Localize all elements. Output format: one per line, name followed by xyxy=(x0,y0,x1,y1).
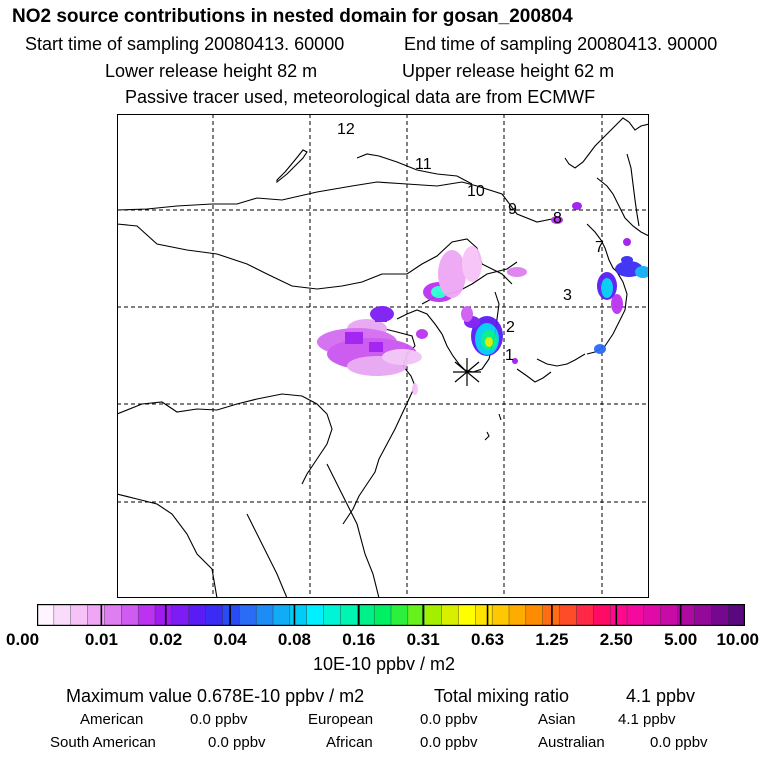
region-value: 4.1 ppbv xyxy=(618,711,676,728)
colorbar-tick-label: 2.50 xyxy=(599,630,633,649)
colorbar-cell xyxy=(626,604,645,626)
colorbar-tick-label: 0.00 xyxy=(6,630,40,649)
trajectory-label: 1 xyxy=(505,347,514,364)
colorbar-cell xyxy=(87,604,106,626)
region-value: 0.0 ppbv xyxy=(420,711,478,728)
region-value: 0.0 ppbv xyxy=(420,734,478,751)
end-time: End time of sampling 20080413. 90000 xyxy=(404,34,718,54)
colorbar-cell xyxy=(272,604,291,626)
trajectory-label: 7 xyxy=(595,239,604,256)
colorbar-cell xyxy=(37,604,55,626)
colorbar-tick-label: 5.00 xyxy=(664,630,698,649)
region-label: European xyxy=(308,711,374,728)
trajectory-label: 9 xyxy=(508,201,517,218)
trajectory-label: 8 xyxy=(553,210,562,227)
colorbar-cell xyxy=(609,604,628,626)
total-mixing-value: 4.1 ppbv xyxy=(626,686,696,706)
map-title: NO2 source contributions in nested domai… xyxy=(12,6,573,27)
colorbar-cell xyxy=(458,604,476,626)
colorbar-cell xyxy=(104,604,122,626)
colorbar-cell xyxy=(727,604,745,626)
region-label: South American xyxy=(50,734,156,751)
colorbar-tick-label: 0.31 xyxy=(406,630,440,649)
region-value: 0.0 ppbv xyxy=(208,734,266,751)
colorbar-cell xyxy=(559,604,578,626)
region-label: Australian xyxy=(538,734,605,751)
colorbar-cell xyxy=(390,604,409,626)
upper-release-height: Upper release height 62 m xyxy=(402,61,615,81)
colorbar-cell xyxy=(121,604,139,626)
colorbar-cell xyxy=(525,604,544,626)
colorbar xyxy=(37,604,745,626)
start-time: Start time of sampling 20080413. 60000 xyxy=(25,34,345,54)
colorbar-cell xyxy=(694,604,712,626)
colorbar-cell xyxy=(239,604,257,626)
colorbar-cell xyxy=(188,604,207,626)
region-label: African xyxy=(326,734,373,751)
colorbar-tick-label: 0.01 xyxy=(84,630,118,649)
region-label: American xyxy=(80,711,144,728)
trajectory-label: 12 xyxy=(337,121,355,138)
trajectory-label: 3 xyxy=(563,287,572,304)
colorbar-cell xyxy=(475,604,493,626)
colorbar-cell xyxy=(205,604,224,626)
colorbar-cell xyxy=(373,604,392,626)
colorbar-cell xyxy=(323,604,342,626)
receptor-star-icon xyxy=(453,358,481,386)
colorbar-cell xyxy=(576,604,594,626)
colorbar-cell xyxy=(441,604,460,626)
colorbar-cell xyxy=(424,604,443,626)
nested-domain-map: 1 2 3 7 8 9 10 11 12 xyxy=(117,114,649,598)
colorbar-cell xyxy=(491,604,510,626)
trajectory-label: 2 xyxy=(506,319,515,336)
colorbar-cell xyxy=(711,604,729,626)
region-value: 0.0 ppbv xyxy=(650,734,708,751)
colorbar-cell xyxy=(154,604,173,626)
coastlines xyxy=(117,117,649,598)
colorbar-cell xyxy=(593,604,611,626)
maximum-value: Maximum value 0.678E-10 ppbv / m2 xyxy=(66,686,365,706)
colorbar-cell xyxy=(53,604,72,626)
tracer-note: Passive tracer used, meteorological data… xyxy=(125,87,596,107)
trajectory-label: 11 xyxy=(415,156,432,173)
lower-release-height: Lower release height 82 m xyxy=(105,61,318,81)
concentration-field xyxy=(317,202,649,395)
colorbar-tick-label: 1.25 xyxy=(535,630,569,649)
colorbar-cell xyxy=(306,604,325,626)
colorbar-tick-label: 0.08 xyxy=(277,630,311,649)
trajectory-label: 10 xyxy=(467,183,485,200)
colorbar-cell xyxy=(340,604,358,626)
colorbar-cell xyxy=(70,604,89,626)
colorbar-cell xyxy=(643,604,662,626)
colorbar-cell xyxy=(222,604,240,626)
colorbar-cell xyxy=(137,604,156,626)
colorbar-tick-label: 0.02 xyxy=(149,630,183,649)
colorbar-units: 10E-10 ppbv / m2 xyxy=(312,654,456,674)
colorbar-tick-label: 0.04 xyxy=(213,630,247,649)
map-frame xyxy=(117,114,649,598)
colorbar-cell xyxy=(289,604,308,626)
colorbar-cell xyxy=(508,604,527,626)
region-value: 0.0 ppbv xyxy=(190,711,248,728)
region-label: Asian xyxy=(538,711,576,728)
total-mixing-label: Total mixing ratio xyxy=(434,686,570,706)
colorbar-cell xyxy=(357,604,375,626)
trajectory-labels: 1 2 3 7 8 9 10 11 12 xyxy=(337,121,604,364)
colorbar-tick-label: 10.00 xyxy=(716,630,759,649)
colorbar-cell xyxy=(171,604,190,626)
colorbar-tick-label: 0.16 xyxy=(342,630,376,649)
colorbar-tick-label: 0.63 xyxy=(470,630,505,649)
colorbar-cell xyxy=(255,604,274,626)
colorbar-cell xyxy=(660,604,679,626)
